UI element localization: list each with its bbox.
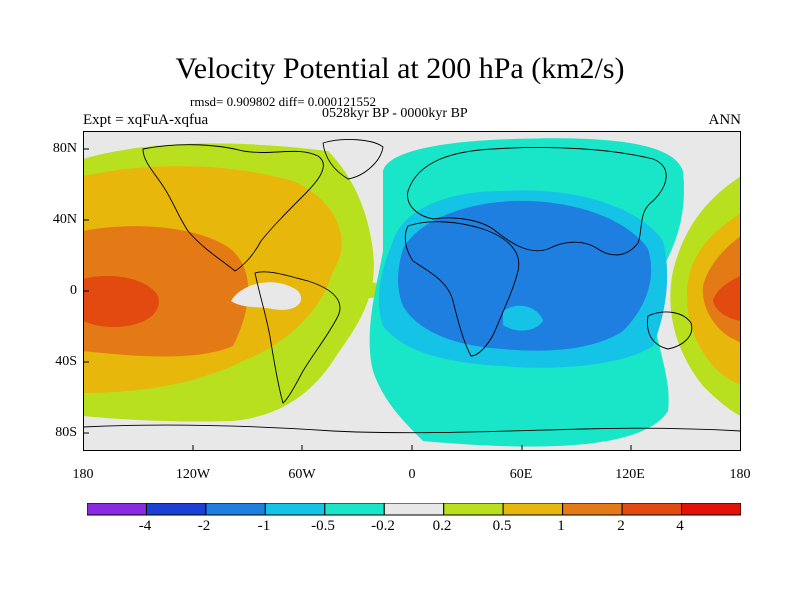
colorbar-label: -0.5 (311, 518, 335, 534)
coastlines (83, 139, 741, 434)
x-tick-label: 180 (72, 467, 94, 482)
colorbar (87, 503, 741, 516)
x-tick-label: 60E (509, 467, 533, 482)
contour-neg-mid-africa-pocket (503, 305, 543, 331)
colorbar-swatch (145, 503, 207, 516)
time-period-label: 0528kyr BP - 0000kyr BP (322, 106, 468, 121)
rmsd-diff-stats: rmsd= 0.909802 diff= 0.000121552 (190, 94, 376, 109)
x-tick-label: 0 (408, 467, 416, 482)
colorbar-swatch (562, 503, 623, 516)
colorbar-swatch (502, 503, 564, 516)
velocity-potential-map (83, 131, 741, 451)
antarctica-coastline (83, 424, 741, 434)
x-tick-label: 120W (175, 467, 211, 482)
figure-title: Velocity Potential at 200 hPa (km2/s) (175, 52, 625, 85)
x-tick-label: 60W (288, 467, 316, 482)
colorbar-label: 0.5 (492, 518, 512, 534)
y-tick-label: 80S (55, 425, 77, 440)
colorbar-label: 1 (557, 518, 565, 534)
colorbar-swatch (324, 503, 385, 516)
south-america-coastline (254, 271, 341, 404)
y-tick-label: 0 (70, 283, 77, 298)
colorbar-swatch (621, 503, 683, 516)
y-tick-label: 40N (52, 212, 77, 227)
colorbar-swatches (87, 503, 741, 516)
colorbar-label: -1 (257, 518, 271, 534)
contour-pos-max-west (83, 275, 159, 327)
colorbar-label: -0.2 (371, 518, 395, 534)
north-america-coastline (142, 144, 324, 272)
tick-marks (83, 148, 632, 451)
colorbar-swatch (681, 503, 741, 516)
y-tick-label: 40S (55, 354, 77, 369)
x-tick-label: 120E (615, 467, 645, 482)
colorbar-label: 2 (617, 518, 625, 534)
colorbar-swatch (87, 503, 147, 516)
colorbar-swatch (205, 503, 266, 516)
eurasia-coastline (407, 147, 667, 256)
y-tick-label: 80N (52, 141, 77, 156)
africa-coastline (404, 221, 520, 357)
colorbar-label: 4 (676, 518, 684, 534)
contour-pos-max-east (713, 276, 741, 321)
colorbar-swatch (264, 503, 326, 516)
colorbar-label: 0.2 (432, 518, 452, 534)
colorbar-label: -2 (197, 518, 211, 534)
colorbar-swatch (383, 503, 445, 516)
australia-coastline (647, 311, 693, 350)
experiment-label: Expt = xqFuA-xqfua (83, 112, 209, 128)
contour-neg-high-east (398, 200, 652, 351)
greenland-coastline (322, 139, 384, 180)
season-label: ANN (708, 112, 742, 128)
colorbar-label: -4 (138, 518, 152, 534)
colorbar-swatch (443, 503, 504, 516)
contour-neutral-pocket (231, 282, 302, 310)
x-tick-label: 180 (729, 467, 751, 482)
